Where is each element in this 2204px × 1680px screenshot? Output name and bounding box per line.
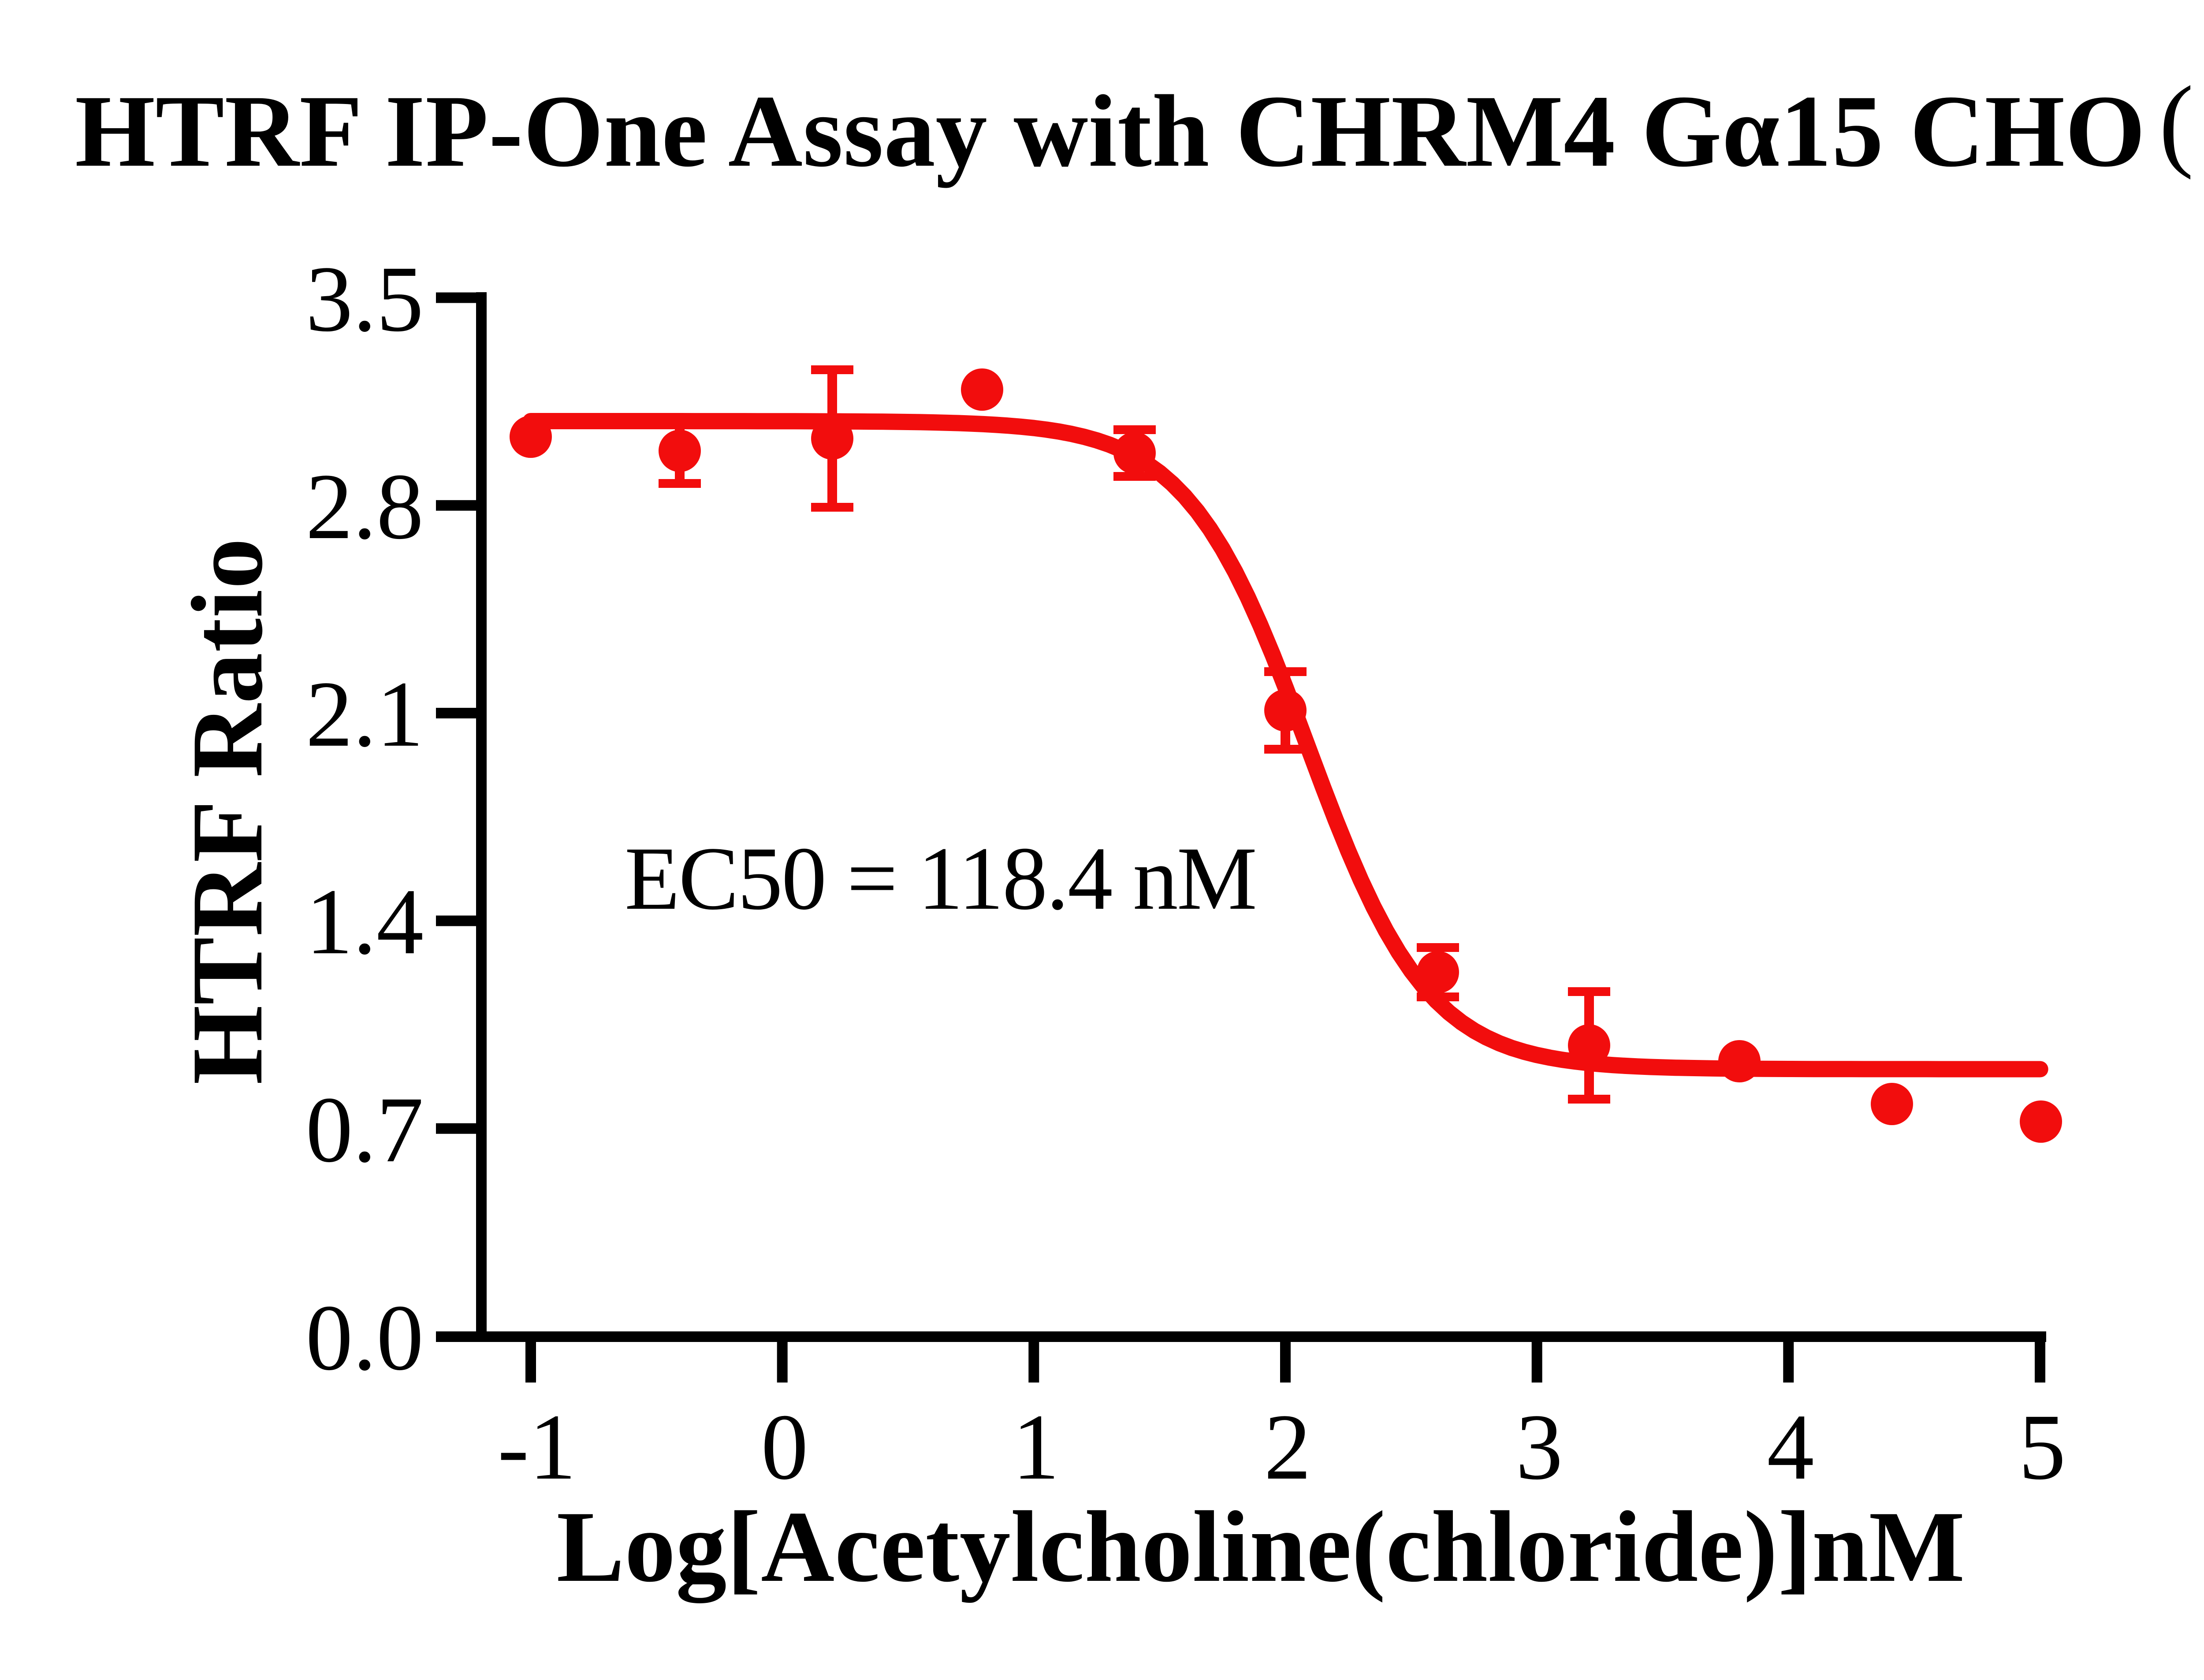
svg-text:(: ( — [2159, 65, 2194, 180]
svg-text:2.1: 2.1 — [306, 662, 424, 766]
svg-text:1.4: 1.4 — [306, 870, 424, 974]
svg-text:1: 1 — [1013, 1395, 1060, 1499]
svg-text:Log[Acetylcholine(chloride)]nM: Log[Acetylcholine(chloride)]nM — [557, 1490, 1965, 1603]
svg-text:HTRF Ratio: HTRF Ratio — [171, 538, 283, 1085]
svg-text:-1: -1 — [498, 1395, 576, 1499]
svg-text:EC50 = 118.4 nM: EC50 = 118.4 nM — [625, 829, 1257, 929]
svg-text:0.0: 0.0 — [306, 1286, 424, 1390]
svg-text:5: 5 — [2019, 1395, 2066, 1499]
svg-text:4: 4 — [1767, 1395, 1814, 1499]
svg-text:0: 0 — [761, 1395, 808, 1499]
svg-text:3.5: 3.5 — [306, 247, 424, 351]
svg-text:2.8: 2.8 — [306, 454, 424, 559]
svg-text:3: 3 — [1516, 1395, 1563, 1499]
svg-text:2: 2 — [1264, 1395, 1311, 1499]
svg-text:0.7: 0.7 — [306, 1078, 424, 1182]
svg-text:HTRF IP-One Assay with CHRM4 G: HTRF IP-One Assay with CHRM4 Gα15 CHO — [75, 74, 2145, 188]
